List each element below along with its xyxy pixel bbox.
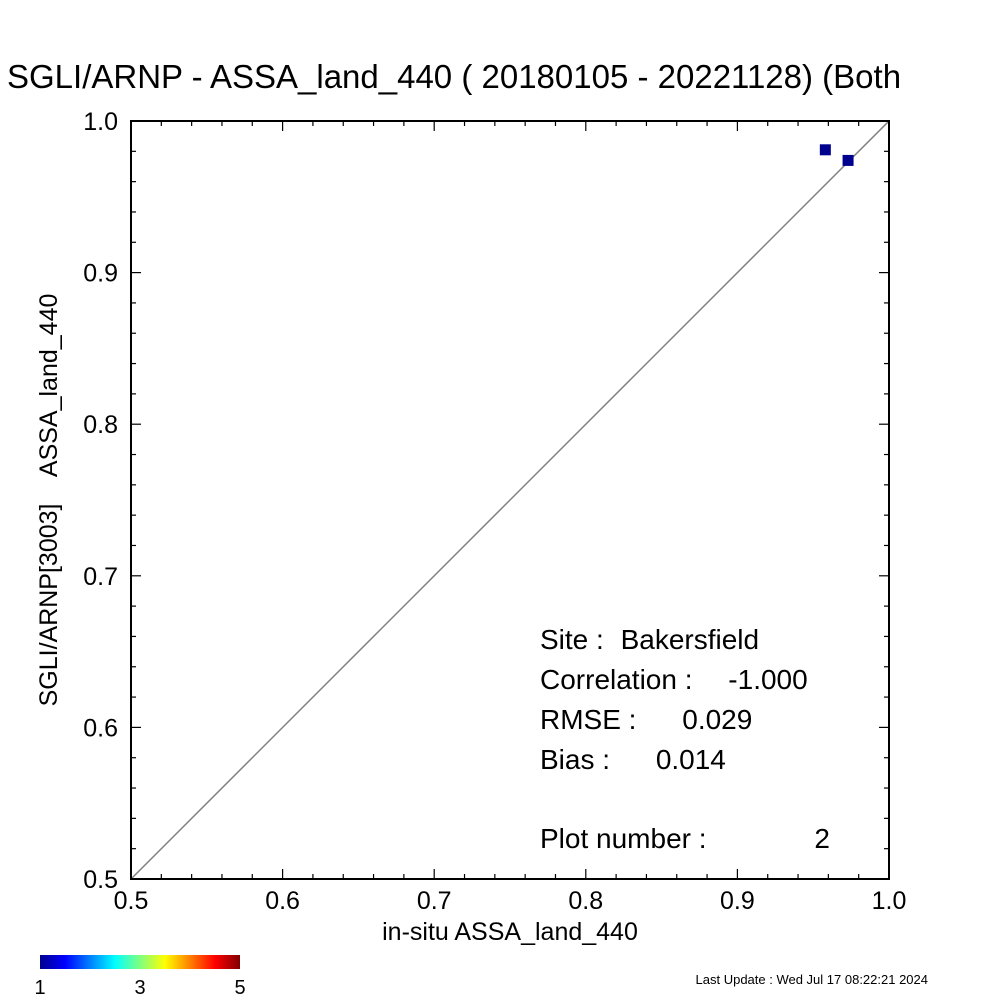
data-point <box>819 144 831 156</box>
rmse-label: RMSE : <box>540 704 636 735</box>
colorbar-tick-min: 1 <box>34 977 45 999</box>
plot-area: 0.5 0.6 0.7 0.8 0.9 1.0 0.5 0.6 0.7 0.8 0.9 1.0 <box>83 108 906 915</box>
x-tick-label: 0.6 <box>265 887 300 915</box>
colorbar-tick-mid: 3 <box>134 977 145 999</box>
stats-box: Site : Bakersfield Correlation : -1.000 … <box>540 624 830 854</box>
chart-title: SGLI/ARNP - ASSA_land_440 ( 20180105 - 2… <box>7 58 901 95</box>
x-tick-label: 0.8 <box>568 887 603 915</box>
x-axis-label: in-situ ASSA_land_440 <box>382 918 638 946</box>
y-tick-label: 0.9 <box>83 260 118 288</box>
colorbar-gradient <box>40 955 240 969</box>
y-axis-label: SGLI/ARNP[3003] ASSA_land_440 <box>35 294 63 707</box>
plot-frame <box>130 120 890 880</box>
data-point <box>842 154 854 166</box>
site-value: Bakersfield <box>621 624 760 655</box>
colorbar: 1 3 5 <box>34 955 246 999</box>
y-tick-label: 0.8 <box>83 411 118 439</box>
svg-text:Correlation : -1.000: Correlation : -1.000 <box>540 664 808 695</box>
colorbar-tick-max: 5 <box>234 977 245 999</box>
bias-value: 0.014 <box>656 744 726 775</box>
plot-number-label: Plot number : <box>540 823 707 854</box>
y-tick-label: 0.7 <box>83 563 118 591</box>
rmse-value: 0.029 <box>682 704 752 735</box>
x-tick-label: 1.0 <box>872 887 907 915</box>
svg-text:Site : Bakersfield: Site : Bakersfield <box>540 624 759 655</box>
x-tick-label: 0.9 <box>720 887 755 915</box>
correlation-label: Correlation : <box>540 664 693 695</box>
correlation-value: -1.000 <box>728 664 807 695</box>
svg-text:Bias : 0.014: Bias : 0.014 <box>540 744 726 775</box>
bias-label: Bias : <box>540 744 610 775</box>
y-tick-label: 0.5 <box>83 866 118 894</box>
plot-number-value: 2 <box>814 823 830 854</box>
y-tick-label: 0.6 <box>83 714 118 742</box>
site-label: Site : <box>540 624 604 655</box>
svg-text:RMSE : 0.029: RMSE : 0.029 <box>540 704 752 735</box>
last-update: Last Update : Wed Jul 17 08:22:21 2024 <box>696 972 928 987</box>
y-tick-label: 1.0 <box>83 108 118 136</box>
x-tick-label: 0.7 <box>417 887 452 915</box>
one-to-one-line <box>130 120 890 880</box>
x-tick-label: 0.5 <box>114 887 149 915</box>
